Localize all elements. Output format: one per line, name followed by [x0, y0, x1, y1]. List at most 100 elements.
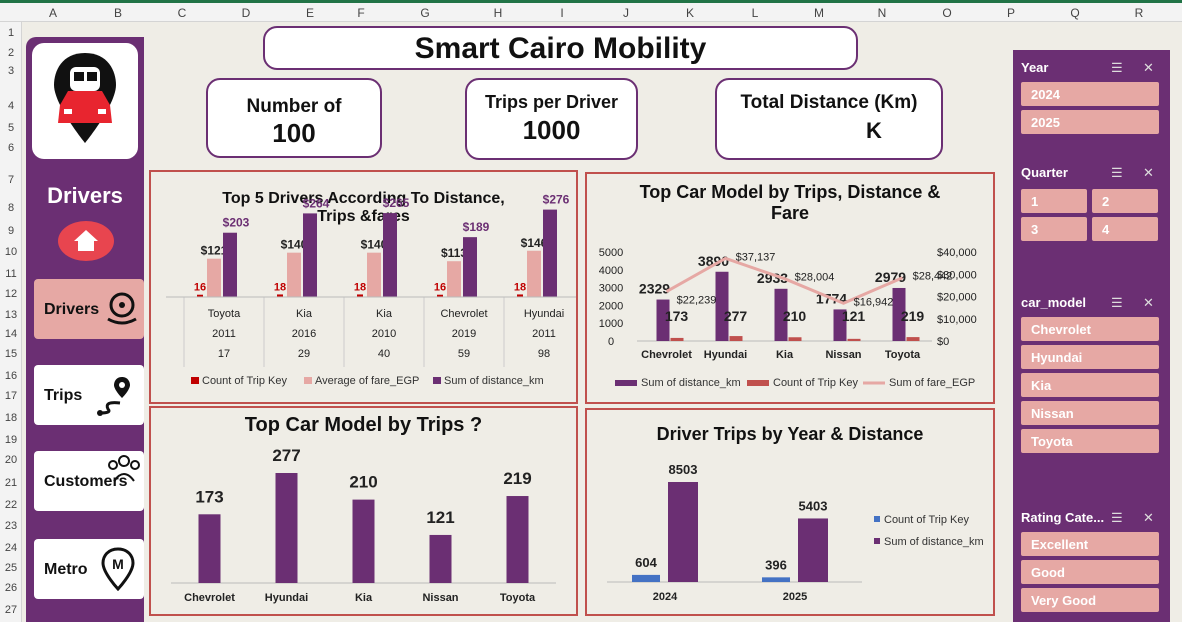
row-header[interactable]: 19 — [4, 434, 18, 446]
column-header[interactable]: Q — [1070, 6, 1080, 20]
column-header[interactable]: I — [560, 6, 564, 20]
category-label: Chevrolet — [440, 308, 487, 320]
row-header[interactable]: 24 — [4, 542, 18, 554]
home-button[interactable] — [58, 221, 114, 261]
series-line — [665, 256, 904, 305]
multi-select-icon[interactable]: ☰ — [1111, 165, 1123, 180]
clear-filter-icon[interactable]: ✕ — [1143, 295, 1154, 310]
row-header[interactable]: 8 — [7, 202, 15, 214]
column-header[interactable]: P — [1006, 6, 1015, 20]
slicer-item[interactable]: Good — [1021, 560, 1159, 584]
column-header[interactable]: J — [623, 6, 629, 20]
column-header[interactable]: A — [48, 6, 57, 20]
slicer-item[interactable]: 4 — [1092, 217, 1158, 241]
row-header[interactable]: 4 — [7, 100, 15, 112]
row-header[interactable]: 17 — [4, 390, 18, 402]
slicer-item[interactable]: 2025 — [1021, 110, 1159, 134]
multi-select-icon[interactable]: ☰ — [1111, 510, 1123, 525]
data-label: 8503 — [669, 462, 698, 477]
clear-filter-icon[interactable]: ✕ — [1143, 60, 1154, 75]
data-label: 210 — [349, 473, 377, 492]
column-header[interactable]: D — [241, 6, 251, 20]
column-header[interactable]: F — [357, 6, 365, 20]
row-header[interactable]: 23 — [4, 520, 18, 532]
legend-label: Count of Trip Key — [202, 375, 287, 387]
column-header[interactable]: H — [493, 6, 503, 20]
clear-filter-icon[interactable]: ✕ — [1143, 510, 1154, 525]
row-header[interactable]: 12 — [4, 288, 18, 300]
slicer-title: Rating Cate... — [1021, 510, 1105, 525]
row-header[interactable]: 9 — [7, 225, 15, 237]
nav-metro[interactable]: Metro M — [34, 539, 144, 599]
nav-label: Drivers — [44, 301, 100, 318]
slicer-item[interactable]: Nissan — [1021, 401, 1159, 425]
slicer-item[interactable]: Excellent — [1021, 532, 1159, 556]
bar — [277, 294, 283, 297]
column-header[interactable]: M — [814, 6, 824, 20]
column-header[interactable]: G — [420, 6, 430, 20]
category-label: Kia — [776, 349, 794, 361]
y2-tick-label: $20,000 — [937, 292, 977, 304]
kpi-card-trips: Trips per Driver 1000 — [465, 78, 638, 160]
panel-trips-by-year: Driver Trips by Year & Distance Count of… — [585, 408, 995, 616]
column-header[interactable]: K — [685, 6, 694, 20]
row-header[interactable]: 15 — [4, 348, 18, 360]
column-header[interactable]: C — [177, 6, 187, 20]
column-header[interactable]: R — [1134, 6, 1144, 20]
row-header[interactable]: 5 — [7, 122, 15, 134]
nav-trips[interactable]: Trips — [34, 365, 144, 425]
slicer-item[interactable]: Very Good — [1021, 588, 1159, 612]
row-header[interactable]: 3 — [7, 65, 15, 77]
category-label: 2019 — [452, 328, 476, 340]
bar — [447, 261, 461, 297]
row-header[interactable]: 18 — [4, 412, 18, 424]
row-header[interactable]: 21 — [4, 477, 18, 489]
row-header[interactable]: 7 — [7, 174, 15, 186]
metro-pin-icon: M — [101, 547, 135, 591]
slicer-item[interactable]: Chevrolet — [1021, 317, 1159, 341]
row-header[interactable]: 16 — [4, 370, 18, 382]
data-label: $121 — [201, 244, 228, 258]
column-header[interactable]: B — [113, 6, 122, 20]
nav-customers[interactable]: Customers — [34, 451, 144, 511]
column-header[interactable]: L — [751, 6, 759, 20]
column-header[interactable]: N — [877, 6, 887, 20]
slicer-item[interactable]: Kia — [1021, 373, 1159, 397]
row-header[interactable]: 25 — [4, 562, 18, 574]
bar — [798, 518, 828, 582]
kpi-label: Total Distance (Km) — [740, 92, 918, 113]
slicer-item[interactable]: 1 — [1021, 189, 1087, 213]
bar — [357, 294, 363, 297]
row-header[interactable]: 20 — [4, 454, 18, 466]
bar — [906, 337, 920, 341]
row-header[interactable]: 14 — [4, 328, 18, 340]
multi-select-icon[interactable]: ☰ — [1111, 295, 1123, 310]
slicer-item[interactable]: Toyota — [1021, 429, 1159, 453]
row-header[interactable]: 11 — [5, 268, 17, 280]
row-header[interactable]: 1 — [7, 27, 15, 39]
row-header[interactable]: 22 — [4, 499, 18, 511]
car-model-trips-chart: 173 Chevrolet 277 Hyundai 210 Kia 121 Nissan 219… — [171, 446, 556, 604]
slicer-item[interactable]: 2 — [1092, 189, 1158, 213]
slicer-item[interactable]: 3 — [1021, 217, 1087, 241]
data-label: 219 — [901, 308, 925, 324]
clear-filter-icon[interactable]: ✕ — [1143, 165, 1154, 180]
panel-car-model-combo: Top Car Model by Trips, Distance & Fare … — [585, 172, 995, 404]
category-label: 2024 — [653, 591, 678, 603]
bar — [788, 337, 802, 341]
row-header[interactable]: 2 — [7, 47, 15, 59]
row-header[interactable]: 13 — [4, 309, 18, 321]
row-header[interactable]: 27 — [4, 604, 18, 616]
column-header[interactable]: E — [305, 6, 314, 20]
bar — [287, 252, 301, 297]
nav-drivers[interactable]: Drivers — [34, 279, 144, 339]
row-header[interactable]: 10 — [4, 246, 18, 258]
column-header[interactable]: O — [942, 6, 952, 20]
multi-select-icon[interactable]: ☰ — [1111, 60, 1123, 75]
slicer-item[interactable]: Hyundai — [1021, 345, 1159, 369]
sidebar-title: Drivers — [47, 183, 123, 208]
row-header[interactable]: 26 — [4, 582, 18, 594]
legend-label: Sum of distance_km — [884, 536, 984, 548]
row-header[interactable]: 6 — [7, 142, 15, 154]
slicer-item[interactable]: 2024 — [1021, 82, 1159, 106]
